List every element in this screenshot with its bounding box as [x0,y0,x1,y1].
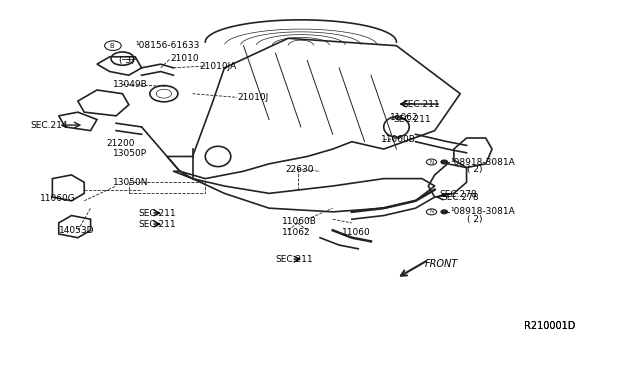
Text: ( 2): ( 2) [467,215,482,224]
Text: ¹08156-61633: ¹08156-61633 [135,41,200,50]
Text: FRONT: FRONT [425,259,458,269]
Text: R210001D: R210001D [524,321,575,331]
Text: SEC.278: SEC.278 [441,193,479,202]
Text: ( 3): ( 3) [119,56,135,65]
Text: N: N [429,209,433,214]
Text: 13049B: 13049B [113,80,148,89]
Circle shape [441,160,447,164]
Text: R210001D: R210001D [524,321,575,331]
Text: SEC.211: SEC.211 [394,115,431,124]
Text: N: N [429,160,433,164]
Text: SEC.211: SEC.211 [275,255,313,264]
Text: SEC.211: SEC.211 [138,220,176,229]
Text: 11060: 11060 [342,228,371,237]
Text: B: B [109,43,114,49]
Text: 21010JA: 21010JA [199,61,236,71]
Text: 11060B: 11060B [282,217,317,225]
Text: 21010J: 21010J [237,93,268,102]
Text: 21010: 21010 [170,54,199,63]
Text: 11062: 11062 [282,228,310,237]
Text: ¹08918-3081A: ¹08918-3081A [451,207,515,217]
Text: SEC.278: SEC.278 [440,190,477,199]
Text: ¹08918-3081A: ¹08918-3081A [451,157,515,167]
Text: 13050N: 13050N [113,178,148,187]
Text: 11062: 11062 [390,113,419,122]
Text: SEC.211: SEC.211 [138,209,176,218]
Text: 13050P: 13050P [113,149,147,158]
Text: 14053D: 14053D [59,226,94,235]
Text: ( 2): ( 2) [467,165,482,174]
Text: 22630: 22630 [285,165,314,174]
Text: SEC.214: SEC.214 [30,121,68,129]
Text: SEC.211: SEC.211 [403,100,440,109]
Circle shape [441,210,447,214]
Text: 11060G: 11060G [40,195,76,203]
Text: 21200: 21200 [106,139,135,148]
Text: 11060B: 11060B [381,135,415,144]
